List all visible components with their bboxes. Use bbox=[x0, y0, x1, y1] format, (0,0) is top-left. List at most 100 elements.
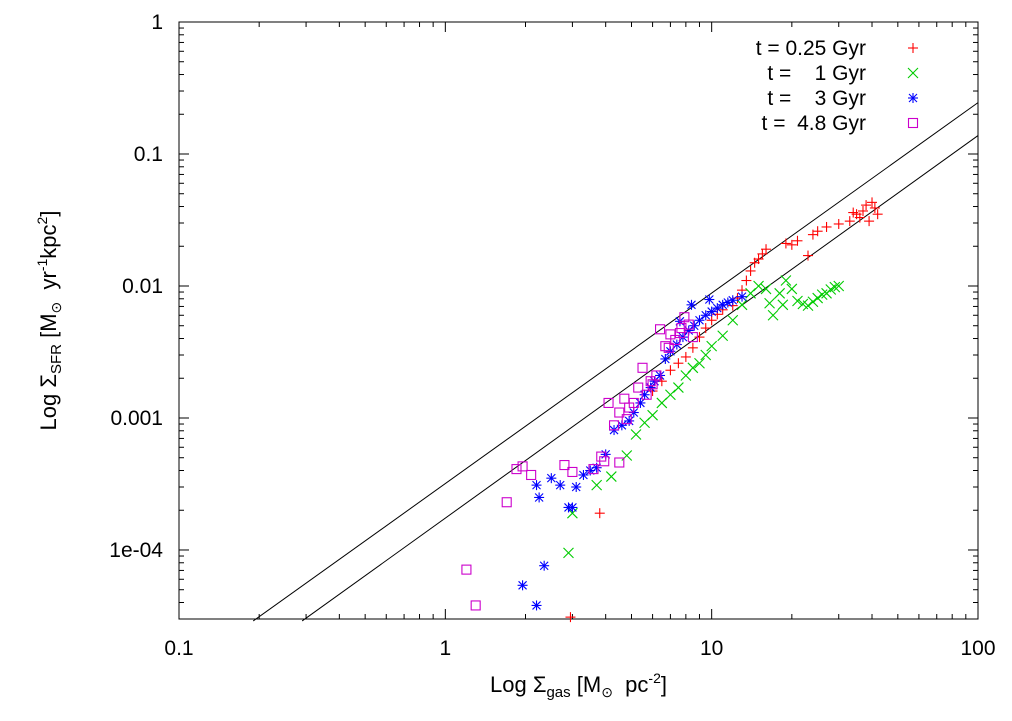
data-point bbox=[660, 341, 671, 352]
plot-area: 0.1 1 10 100 1e-04 0.001 0.01 0.1 1 bbox=[109, 11, 995, 660]
data-point bbox=[624, 415, 635, 426]
data-point bbox=[534, 492, 545, 503]
data-point bbox=[786, 283, 798, 295]
data-point bbox=[694, 315, 705, 326]
series-1 bbox=[563, 275, 845, 559]
legend-marker bbox=[908, 43, 918, 53]
data-point bbox=[780, 238, 791, 249]
data-point bbox=[614, 457, 625, 468]
data-point bbox=[802, 300, 814, 312]
data-point bbox=[567, 502, 578, 513]
y-axis-label: Log ΣSFR [M⊙ yr-1kpc2] bbox=[34, 211, 65, 431]
data-point bbox=[588, 464, 599, 475]
lower-reference-line bbox=[301, 135, 979, 622]
data-point bbox=[645, 376, 656, 387]
data-point bbox=[712, 303, 723, 314]
data-point bbox=[571, 482, 582, 493]
data-point bbox=[717, 330, 729, 342]
data-point bbox=[812, 292, 824, 304]
x-tick-label: 0.1 bbox=[164, 637, 193, 660]
data-point bbox=[753, 254, 764, 265]
data-point bbox=[654, 324, 666, 335]
series-0 bbox=[565, 197, 883, 623]
data-point bbox=[517, 580, 528, 591]
data-point bbox=[816, 289, 828, 301]
data-point bbox=[633, 382, 644, 393]
data-point bbox=[694, 357, 705, 369]
data-point bbox=[833, 280, 845, 292]
data-point bbox=[727, 295, 738, 306]
data-point bbox=[637, 362, 648, 373]
data-point bbox=[792, 295, 803, 307]
data-point bbox=[686, 299, 697, 310]
data-point bbox=[687, 362, 699, 374]
data-point bbox=[706, 340, 718, 352]
data-point bbox=[647, 379, 658, 390]
y-tick-label: 1e-04 bbox=[109, 539, 163, 562]
x-axis-label: Log Σgas [M⊙ pc-2] bbox=[490, 670, 667, 701]
data-point bbox=[517, 461, 528, 472]
data-point bbox=[619, 393, 630, 404]
data-point bbox=[591, 479, 603, 491]
upper-reference-line bbox=[252, 102, 979, 622]
data-point bbox=[872, 209, 883, 220]
data-points bbox=[461, 197, 883, 623]
y-tick-label: 1 bbox=[151, 11, 163, 34]
data-point bbox=[753, 280, 764, 292]
data-point bbox=[563, 547, 574, 559]
legend-marker bbox=[908, 93, 918, 103]
data-point bbox=[736, 299, 748, 311]
data-point bbox=[531, 600, 542, 611]
data-point bbox=[760, 283, 772, 295]
x-tick-label: 100 bbox=[960, 637, 995, 660]
data-point bbox=[700, 349, 712, 361]
legend-marker bbox=[907, 117, 919, 129]
y-tick-label: 0.001 bbox=[110, 407, 163, 430]
data-point bbox=[694, 332, 705, 343]
data-point bbox=[706, 306, 717, 317]
legend-label: t = 3 Gyr bbox=[767, 87, 866, 110]
data-point bbox=[647, 409, 658, 421]
y-tick-label: 0.01 bbox=[122, 275, 163, 298]
data-point bbox=[833, 218, 844, 229]
data-point bbox=[676, 323, 687, 334]
data-point bbox=[767, 309, 779, 321]
data-point bbox=[578, 469, 589, 480]
series-3 bbox=[461, 312, 698, 611]
data-point bbox=[567, 466, 578, 478]
data-point bbox=[854, 212, 865, 223]
reference-lines bbox=[252, 102, 979, 622]
legend-label: t = 0.25 Gyr bbox=[756, 37, 866, 60]
data-point bbox=[599, 456, 610, 467]
data-point bbox=[848, 207, 859, 218]
data-point bbox=[655, 370, 666, 381]
y-tick-label: 0.1 bbox=[134, 143, 163, 166]
data-point bbox=[594, 508, 605, 519]
data-point bbox=[603, 397, 614, 408]
data-point bbox=[869, 202, 880, 213]
data-point bbox=[687, 342, 698, 353]
data-point bbox=[864, 216, 875, 227]
plot-frame bbox=[178, 21, 979, 620]
data-point bbox=[829, 281, 841, 293]
data-point bbox=[656, 397, 668, 409]
data-point bbox=[628, 397, 639, 408]
data-point bbox=[687, 332, 698, 343]
data-point bbox=[635, 397, 646, 408]
data-point bbox=[745, 265, 756, 276]
data-point bbox=[665, 365, 676, 376]
data-point bbox=[803, 250, 814, 261]
data-point bbox=[639, 389, 650, 400]
data-point bbox=[608, 420, 620, 431]
data-point bbox=[741, 275, 752, 286]
data-point bbox=[792, 235, 803, 246]
data-point bbox=[555, 480, 566, 491]
data-point bbox=[683, 319, 694, 330]
data-point bbox=[470, 600, 481, 611]
data-point bbox=[539, 560, 550, 571]
data-point bbox=[531, 480, 542, 491]
legend-marker bbox=[907, 67, 919, 79]
data-point bbox=[641, 389, 652, 400]
data-point bbox=[867, 197, 878, 208]
